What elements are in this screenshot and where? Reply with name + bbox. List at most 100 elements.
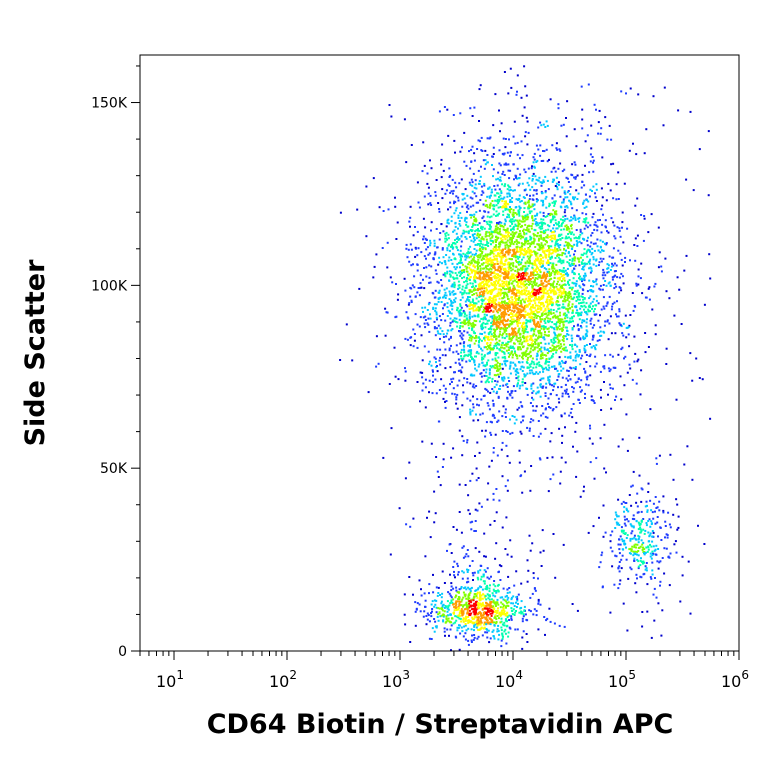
event-point — [542, 201, 544, 204]
event-point — [581, 212, 584, 215]
event-point — [514, 251, 517, 254]
event-point — [551, 384, 553, 387]
event-point — [530, 254, 533, 256]
event-point — [562, 335, 565, 338]
event-point — [505, 327, 507, 330]
event-point — [441, 354, 444, 357]
event-point — [552, 283, 554, 286]
event-point — [505, 343, 507, 346]
event-point — [611, 278, 614, 281]
event-point — [500, 304, 503, 307]
event-point — [507, 214, 510, 216]
event-point — [570, 334, 573, 337]
event-point — [454, 300, 457, 303]
event-point — [508, 257, 511, 260]
event-point — [483, 337, 485, 340]
event-point — [502, 228, 505, 231]
event-point — [501, 376, 504, 379]
event-point — [561, 254, 564, 257]
event-point — [446, 221, 449, 224]
event-point — [556, 223, 559, 226]
event-point — [599, 326, 602, 329]
event-point — [551, 297, 554, 300]
event-point — [454, 361, 457, 364]
event-point — [461, 292, 464, 295]
event-point — [573, 256, 576, 259]
event-point — [554, 219, 557, 222]
event-point — [405, 311, 408, 314]
event-point — [461, 277, 463, 280]
event-point — [454, 181, 457, 184]
event-point — [501, 280, 504, 283]
event-point — [426, 172, 429, 175]
event-point — [520, 316, 522, 319]
event-point — [496, 316, 499, 319]
event-point — [561, 287, 564, 289]
event-point — [556, 345, 559, 348]
event-point — [508, 231, 510, 234]
event-point — [537, 329, 540, 332]
event-point — [496, 226, 499, 229]
event-point — [499, 306, 502, 309]
event-point — [633, 360, 636, 363]
event-point — [525, 218, 528, 221]
event-point — [522, 309, 525, 312]
event-point — [556, 334, 559, 337]
event-point — [470, 261, 473, 264]
event-point — [474, 289, 477, 291]
event-point — [618, 276, 621, 279]
event-point — [562, 320, 565, 323]
event-point — [545, 249, 548, 252]
event-point — [569, 378, 572, 381]
event-point — [514, 390, 517, 392]
event-point — [502, 205, 505, 208]
event-point — [492, 168, 495, 171]
event-point — [525, 272, 528, 274]
event-point — [479, 278, 482, 281]
event-point — [507, 251, 509, 254]
event-point — [512, 332, 515, 334]
event-point — [565, 326, 568, 329]
event-point — [497, 373, 499, 376]
event-point — [542, 336, 545, 339]
event-point — [506, 323, 509, 326]
event-point — [453, 293, 456, 295]
event-point — [527, 184, 530, 187]
event-point — [480, 305, 483, 307]
event-point — [564, 314, 567, 317]
event-point — [503, 377, 506, 380]
event-point — [457, 352, 460, 355]
event-point — [507, 263, 510, 266]
event-point — [498, 231, 501, 234]
event-point — [573, 243, 576, 246]
event-point — [473, 253, 476, 256]
event-point — [447, 237, 450, 240]
event-point — [537, 420, 540, 422]
event-point — [459, 112, 462, 115]
event-point — [561, 318, 564, 321]
event-point — [442, 256, 445, 259]
event-point — [539, 258, 542, 260]
event-point — [468, 272, 471, 275]
event-point — [552, 209, 555, 212]
event-point — [429, 242, 432, 245]
event-point — [547, 292, 550, 295]
event-point — [443, 295, 446, 298]
event-point — [438, 208, 441, 210]
event-point — [528, 344, 531, 347]
event-point — [547, 342, 550, 345]
event-point — [515, 338, 518, 341]
event-point — [564, 383, 567, 386]
event-point — [523, 207, 526, 210]
event-point — [600, 231, 603, 234]
event-point — [448, 311, 451, 314]
event-point — [563, 298, 566, 300]
event-point — [447, 259, 450, 262]
event-point — [535, 324, 538, 327]
event-point — [551, 263, 554, 266]
event-point — [585, 321, 588, 324]
event-point — [589, 245, 592, 248]
event-point — [520, 220, 523, 223]
event-point — [450, 344, 452, 347]
event-point — [566, 333, 569, 335]
